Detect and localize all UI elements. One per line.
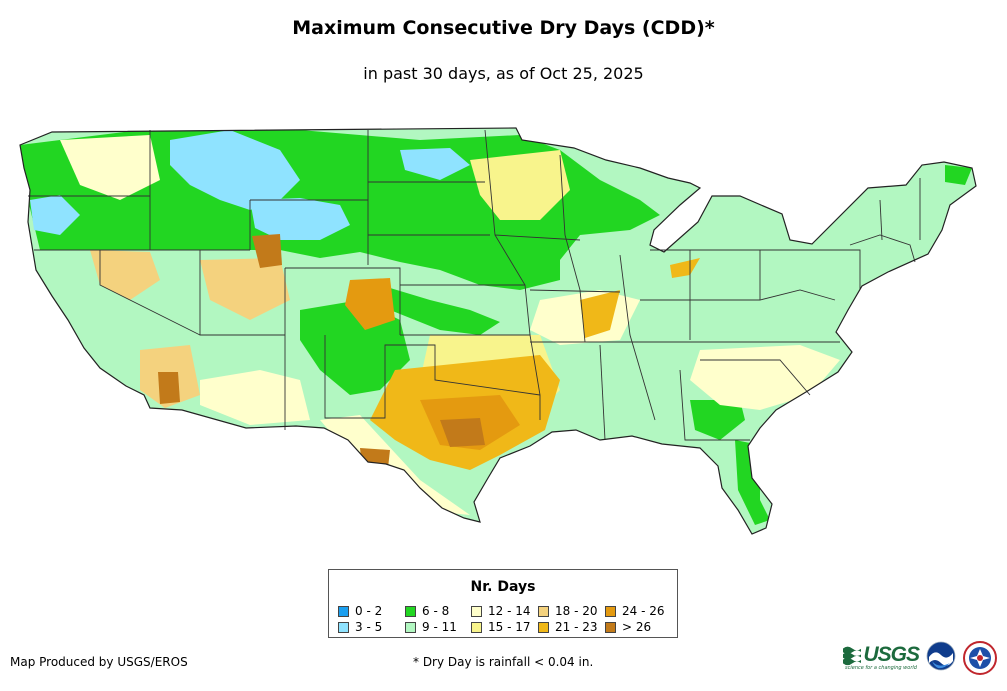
legend-item-18-20: 18 - 20 bbox=[538, 604, 598, 618]
legend-item-6-8: 6 - 8 bbox=[405, 604, 449, 618]
legend-item-9-11: 9 - 11 bbox=[405, 620, 457, 634]
legend-swatch bbox=[405, 621, 416, 633]
legend-item-3-5: 3 - 5 bbox=[338, 620, 382, 634]
legend-item-0-2: 0 - 2 bbox=[338, 604, 382, 618]
legend-title: Nr. Days bbox=[470, 579, 536, 595]
legend-item-12-14: 12 - 14 bbox=[471, 604, 531, 618]
map-title: Maximum Consecutive Dry Days (CDD)* bbox=[292, 17, 715, 39]
legend-label: 6 - 8 bbox=[422, 604, 450, 618]
legend-label: 15 - 17 bbox=[488, 620, 531, 634]
legend-label: 12 - 14 bbox=[488, 604, 531, 618]
legend-swatch bbox=[605, 605, 616, 617]
region-3-5-oregon bbox=[30, 195, 80, 235]
legend-item-15-17: 15 - 17 bbox=[471, 620, 531, 634]
region-21-23-arkansas bbox=[580, 290, 620, 338]
legend-label: 3 - 5 bbox=[355, 620, 383, 634]
region-6-8-georgia bbox=[690, 400, 745, 440]
legend-label: 0 - 2 bbox=[355, 604, 383, 618]
dry-day-footnote: * Dry Day is rainfall < 0.04 in. bbox=[413, 655, 594, 669]
legend-swatch bbox=[538, 605, 549, 617]
legend-swatch bbox=[338, 621, 349, 633]
region-18-20-nevada bbox=[90, 250, 160, 300]
region-6-8-kansas bbox=[380, 285, 500, 335]
noaa-logo-icon bbox=[926, 641, 956, 671]
legend-item-24-26: 24 - 26 bbox=[605, 604, 665, 618]
region-6-8-maine bbox=[945, 165, 972, 185]
legend: Nr. Days 0 - 2 3 - 5 6 - 8 9 - 11 12 - 1… bbox=[328, 569, 678, 638]
region-3-5-idaho bbox=[170, 130, 300, 210]
region-18-20-utah bbox=[200, 258, 290, 320]
legend-item-21-23: 21 - 23 bbox=[538, 620, 598, 634]
state-borders bbox=[28, 129, 921, 441]
legend-swatch bbox=[471, 621, 482, 633]
region-gt26-wyoming bbox=[252, 234, 282, 268]
legend-swatch bbox=[338, 605, 349, 617]
legend-label: 9 - 11 bbox=[422, 620, 457, 634]
legend-swatch bbox=[471, 605, 482, 617]
region-gt26-texas bbox=[440, 418, 485, 447]
legend-label: > 26 bbox=[622, 620, 652, 634]
region-gt26-socal bbox=[158, 372, 180, 404]
legend-label: 21 - 23 bbox=[555, 620, 598, 634]
region-3-5-dakota bbox=[400, 148, 470, 180]
legend-swatch bbox=[405, 605, 416, 617]
region-21-23-indiana bbox=[670, 258, 700, 278]
map-credit: Map Produced by USGS/EROS bbox=[10, 655, 188, 669]
legend-label: 18 - 20 bbox=[555, 604, 598, 618]
region-12-14-arizona bbox=[200, 370, 310, 425]
region-24-26-colorado bbox=[345, 278, 395, 330]
usgs-tagline: science for a changing world bbox=[845, 665, 917, 671]
usgs-logo: USGS bbox=[843, 643, 920, 667]
map-subtitle: in past 30 days, as of Oct 25, 2025 bbox=[363, 64, 644, 83]
usgs-wordmark: USGS bbox=[863, 643, 920, 666]
region-6-8-florida bbox=[735, 440, 770, 525]
legend-swatch bbox=[605, 621, 616, 633]
region-15-17-minnesota bbox=[470, 150, 570, 220]
legend-swatch bbox=[538, 621, 549, 633]
region-3-5-wyoming bbox=[250, 198, 350, 240]
region-12-14-texas-west bbox=[320, 415, 470, 515]
legend-item-gt-26: > 26 bbox=[605, 620, 651, 634]
map-fill bbox=[20, 128, 976, 534]
nws-logo-icon bbox=[963, 641, 997, 675]
region-12-14-nw bbox=[60, 135, 160, 200]
cdd-map bbox=[19, 127, 977, 535]
usgs-wave-icon bbox=[843, 646, 862, 666]
legend-label: 24 - 26 bbox=[622, 604, 665, 618]
